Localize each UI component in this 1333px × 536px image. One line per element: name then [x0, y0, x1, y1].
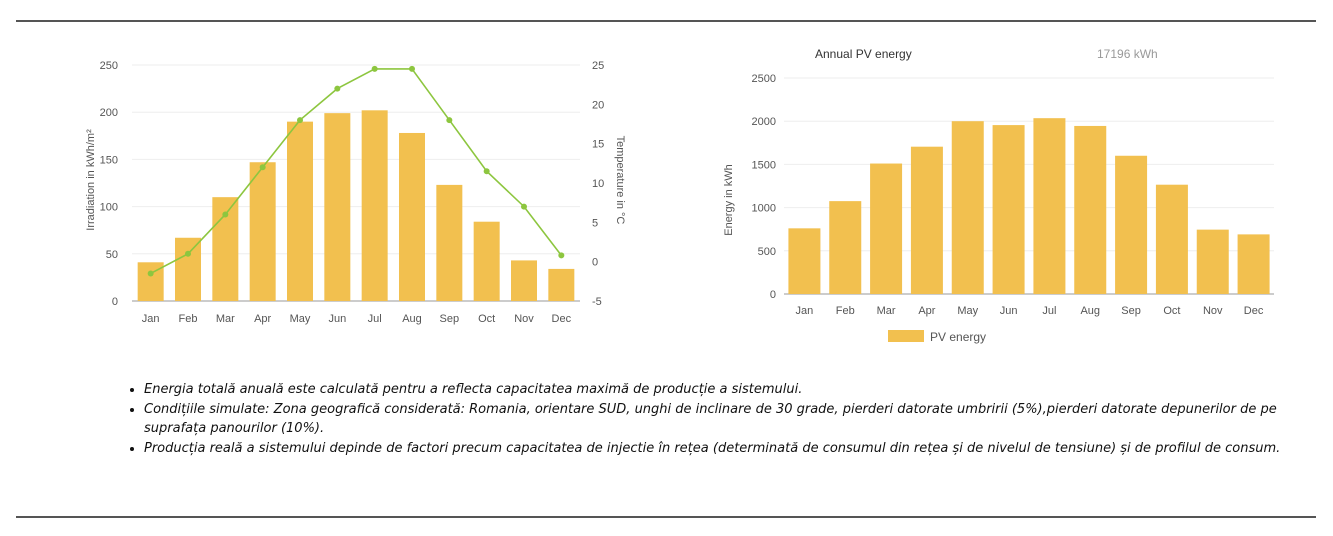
y2-tick-label: 25: [592, 60, 604, 72]
temperature-point: [446, 117, 453, 124]
y-tick-label: 0: [112, 296, 118, 308]
legend-label: PV energy: [930, 330, 986, 344]
y2-tick-label: 0: [592, 257, 598, 269]
energy-axis-title: Energy in kWh: [723, 164, 735, 236]
x-tick-label: Aug: [402, 313, 422, 325]
x-tick-label: Dec: [552, 313, 572, 325]
y-tick-label: 200: [100, 107, 118, 119]
chart-title: Annual PV energy: [815, 47, 912, 61]
irradiation-axis-title: Irradiation in kWh/m²: [85, 129, 97, 231]
x-tick-label: Mar: [877, 305, 896, 317]
x-tick-label: Jul: [1042, 305, 1056, 317]
pv-energy-bar: [992, 125, 1025, 294]
y2-tick-label: 20: [592, 99, 604, 111]
x-tick-label: Dec: [1244, 305, 1264, 317]
y-tick-label: 2500: [752, 73, 776, 85]
pv-energy-bar: [829, 201, 862, 294]
pv-energy-bar: [951, 121, 984, 294]
top-divider: [16, 20, 1316, 22]
y2-tick-label: 5: [592, 217, 598, 229]
pv-energy-bar: [1074, 125, 1107, 295]
x-tick-label: Jul: [368, 313, 382, 325]
note-item: Condițiile simulate: Zona geografică con…: [144, 400, 1324, 438]
y-tick-label: 250: [100, 60, 118, 72]
irradiation-bar: [324, 113, 351, 301]
y-tick-label: 1500: [752, 159, 776, 171]
notes-list: Energia totală anuală este calculată pen…: [120, 380, 1324, 459]
irradiation-bar: [249, 162, 276, 301]
y-tick-label: 100: [100, 202, 118, 214]
x-tick-label: Jun: [1000, 305, 1018, 317]
x-tick-label: Nov: [514, 313, 534, 325]
y2-tick-label: 15: [592, 139, 604, 151]
temperature-point: [334, 85, 341, 92]
x-tick-label: Sep: [1121, 305, 1141, 317]
temperature-point: [558, 252, 565, 259]
irradiation-bar: [548, 268, 575, 301]
note-item: Energia totală anuală este calculată pen…: [144, 380, 1324, 399]
x-tick-label: Jan: [142, 313, 160, 325]
pv-energy-bar: [1237, 234, 1270, 294]
x-tick-label: Aug: [1080, 305, 1100, 317]
pv-energy-bar: [1196, 229, 1229, 294]
pv-energy-bar: [1033, 118, 1066, 295]
irradiation-bar: [399, 132, 425, 301]
irradiation-temperature-chart: 0 50 100 150 200 250 -5 0 5 10 15 20 25 Jan Feb Mar Ap…: [85, 60, 626, 325]
note-item: Producția reală a sistemului depinde de …: [144, 439, 1324, 458]
temperature-point: [521, 203, 527, 210]
temperature-point: [185, 250, 191, 257]
pv-energy-bar: [1155, 184, 1188, 294]
bottom-divider: [16, 516, 1316, 518]
y-tick-label: 150: [100, 154, 118, 166]
temperature-point: [259, 164, 266, 171]
pv-energy-bar: [788, 228, 821, 294]
temperature-point: [147, 270, 154, 277]
x-tick-label: May: [957, 305, 978, 317]
x-tick-label: Apr: [254, 313, 271, 325]
x-tick-label: Nov: [1203, 305, 1223, 317]
pv-energy-bar: [1115, 155, 1148, 294]
pv-energy-bar: [910, 146, 943, 294]
irradiation-bar: [287, 121, 313, 301]
x-tick-label: Jan: [796, 305, 814, 317]
y-tick-label: 1000: [752, 203, 776, 215]
annual-pv-energy-chart: Annual PV energy 17196 kWh 0 500 1000 1500 2…: [723, 47, 1274, 344]
x-tick-label: Feb: [179, 313, 198, 325]
x-tick-label: Oct: [1163, 305, 1180, 317]
x-tick-label: Jun: [328, 313, 346, 325]
x-tick-label: Mar: [216, 313, 235, 325]
x-tick-label: Oct: [478, 313, 495, 325]
y-tick-label: 500: [758, 246, 776, 258]
irradiation-bar: [436, 184, 463, 301]
irradiation-bar: [175, 237, 201, 301]
y-tick-label: 2000: [752, 116, 776, 128]
irradiation-bar: [361, 110, 388, 301]
y2-tick-label: 10: [592, 178, 604, 190]
x-tick-label: Feb: [836, 305, 855, 317]
y-tick-label: 0: [770, 289, 776, 301]
y-tick-label: 50: [106, 249, 118, 261]
temperature-axis-title: Temperature in °C: [614, 136, 626, 225]
x-tick-label: Apr: [918, 305, 935, 317]
temperature-point: [297, 117, 303, 124]
temperature-point: [483, 168, 490, 175]
temperature-line: [150, 68, 562, 275]
temperature-point: [222, 211, 229, 218]
x-tick-label: Sep: [440, 313, 460, 325]
irradiation-bar: [473, 221, 500, 301]
x-tick-label: May: [290, 313, 311, 325]
legend-swatch: [888, 330, 924, 342]
legend: PV energy: [888, 330, 986, 344]
pv-energy-bar: [870, 163, 903, 294]
irradiation-bar: [511, 260, 537, 301]
y2-tick-label: -5: [592, 296, 602, 308]
annual-energy-total: 17196 kWh: [1097, 47, 1158, 61]
temperature-point: [409, 65, 415, 72]
temperature-point: [371, 65, 378, 72]
